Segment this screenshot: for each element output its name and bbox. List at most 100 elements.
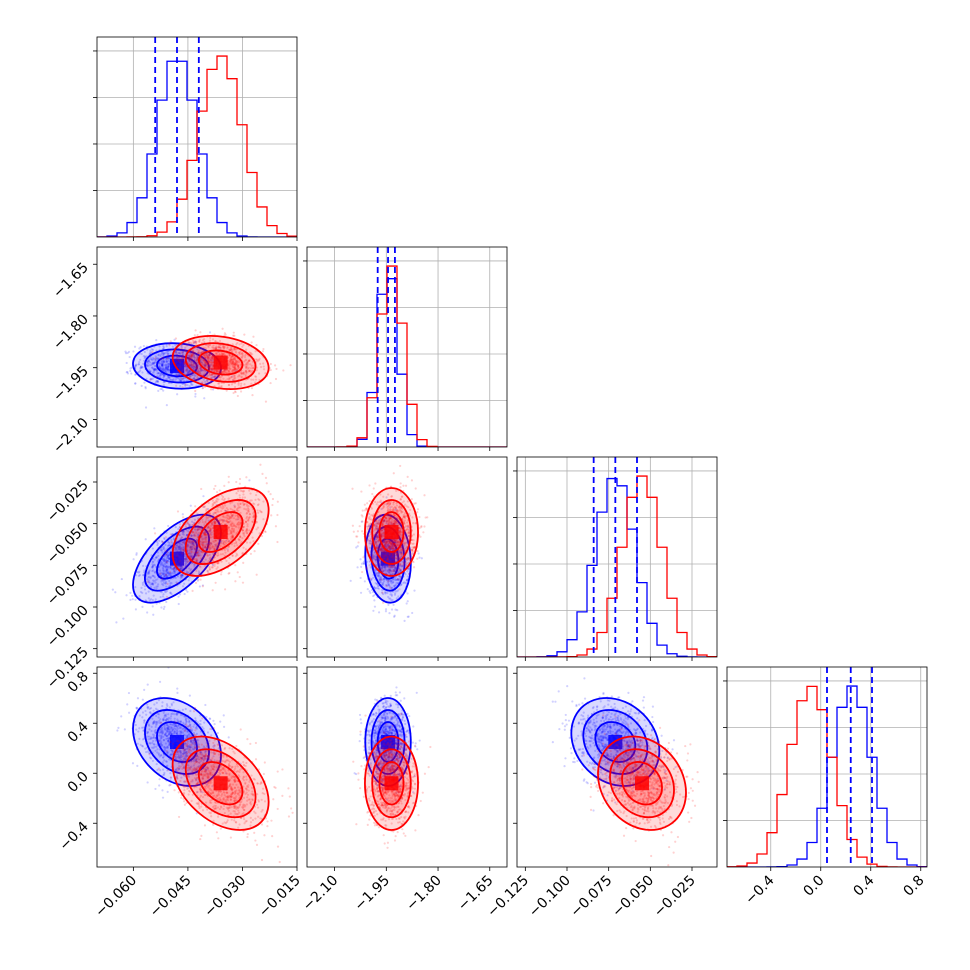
scatter-point bbox=[162, 581, 165, 584]
scatter-point bbox=[229, 358, 232, 361]
scatter-point bbox=[161, 572, 164, 575]
scatter-point bbox=[164, 365, 168, 368]
scatter-point bbox=[151, 564, 155, 568]
scatter-point bbox=[418, 556, 421, 559]
scatter-point bbox=[192, 354, 196, 357]
scatter-point bbox=[189, 353, 193, 356]
scatter-point bbox=[165, 560, 169, 564]
scatter-point bbox=[234, 369, 237, 373]
scatter-point bbox=[165, 360, 169, 363]
scatter-point bbox=[190, 354, 193, 358]
scatter-point bbox=[233, 381, 236, 385]
scatter-point bbox=[153, 367, 156, 370]
scatter-point bbox=[240, 372, 243, 376]
scatter-point bbox=[196, 529, 199, 532]
scatter-point bbox=[193, 563, 197, 566]
scatter-point bbox=[245, 532, 248, 535]
scatter-point bbox=[218, 369, 221, 372]
scatter-point bbox=[362, 556, 365, 559]
scatter-point bbox=[218, 489, 221, 492]
scatter-point bbox=[207, 544, 210, 547]
scatter-point bbox=[256, 358, 259, 361]
scatter-point bbox=[215, 347, 218, 350]
scatter-point bbox=[232, 391, 235, 395]
scatter-point bbox=[187, 543, 190, 547]
scatter-point bbox=[151, 348, 155, 351]
scatter-point bbox=[181, 354, 185, 357]
scatter-point bbox=[164, 558, 167, 561]
scatter-point bbox=[210, 363, 214, 366]
scatter-point bbox=[175, 356, 179, 359]
scatter-point bbox=[159, 358, 162, 361]
scatter-point bbox=[206, 355, 209, 358]
scatter-point bbox=[210, 368, 213, 371]
scatter-point bbox=[190, 354, 193, 357]
scatter-point bbox=[169, 572, 172, 575]
scatter-point bbox=[275, 367, 278, 371]
scatter-point bbox=[203, 364, 206, 367]
scatter-point bbox=[140, 366, 143, 369]
scatter-point bbox=[174, 548, 177, 551]
scatter-point bbox=[220, 371, 223, 374]
scatter-point bbox=[199, 372, 202, 375]
scatter-point bbox=[196, 535, 199, 539]
scatter-point bbox=[153, 586, 156, 589]
scatter-point bbox=[170, 540, 173, 543]
scatter-point bbox=[204, 552, 207, 556]
scatter-point bbox=[152, 368, 156, 372]
scatter-point bbox=[248, 513, 251, 516]
scatter-point bbox=[204, 362, 208, 365]
scatter-point bbox=[138, 370, 141, 373]
scatter-point bbox=[192, 350, 195, 353]
scatter-point bbox=[232, 358, 235, 361]
scatter-point bbox=[179, 366, 182, 369]
scatter-point bbox=[219, 346, 222, 349]
scatter-point bbox=[140, 365, 143, 368]
scatter-point bbox=[226, 516, 229, 519]
scatter-point bbox=[202, 363, 205, 366]
scatter-point bbox=[139, 366, 142, 369]
scatter-point bbox=[210, 369, 213, 372]
scatter-point bbox=[163, 368, 166, 372]
scatter-point bbox=[193, 377, 196, 380]
scatter-point bbox=[187, 341, 190, 344]
scatter-point bbox=[224, 370, 227, 374]
scatter-point bbox=[179, 548, 182, 552]
scatter-point bbox=[197, 549, 200, 552]
scatter-point bbox=[175, 384, 178, 387]
scatter-point bbox=[356, 545, 359, 548]
scatter-point bbox=[274, 377, 278, 381]
scatter-point bbox=[173, 570, 177, 574]
scatter-point bbox=[214, 347, 218, 351]
scatter-point bbox=[201, 541, 205, 544]
scatter-point bbox=[212, 553, 216, 556]
scatter-point bbox=[241, 355, 244, 358]
scatter-point bbox=[198, 340, 201, 344]
scatter-point bbox=[192, 364, 195, 367]
scatter-point bbox=[212, 546, 215, 549]
scatter-point bbox=[227, 539, 231, 543]
scatter-point bbox=[184, 560, 187, 563]
scatter-point bbox=[187, 571, 190, 574]
scatter-point bbox=[197, 369, 200, 372]
scatter-point bbox=[164, 536, 168, 539]
scatter-point bbox=[207, 362, 210, 365]
scatter-point bbox=[136, 571, 139, 574]
scatter-point bbox=[154, 598, 157, 601]
scatter-point bbox=[188, 552, 191, 555]
scatter-point bbox=[201, 584, 205, 587]
scatter-point bbox=[165, 570, 168, 573]
scatter-point bbox=[161, 579, 164, 582]
scatter-point bbox=[221, 519, 225, 522]
scatter-point bbox=[224, 588, 227, 591]
scatter-point bbox=[211, 367, 214, 370]
scatter-point bbox=[160, 373, 163, 376]
scatter-point bbox=[183, 362, 186, 365]
scatter-point bbox=[166, 551, 169, 554]
scatter-point bbox=[147, 360, 150, 363]
scatter-point bbox=[209, 364, 213, 367]
scatter-point bbox=[190, 353, 193, 356]
scatter-point bbox=[183, 350, 187, 353]
scatter-point bbox=[220, 351, 223, 354]
scatter-point bbox=[166, 559, 169, 563]
